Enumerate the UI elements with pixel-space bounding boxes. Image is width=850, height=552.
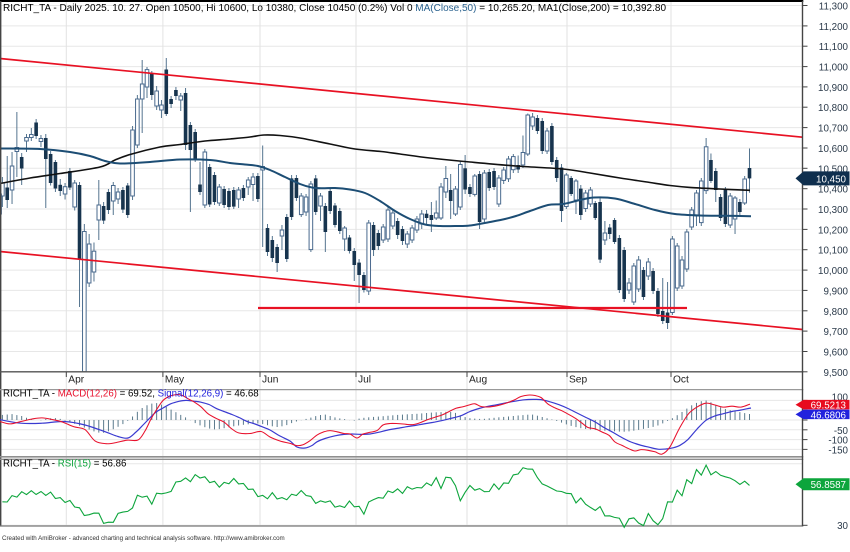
svg-text:Jun: Jun <box>262 375 278 386</box>
svg-text:Oct: Oct <box>673 375 689 386</box>
svg-text:11,000: 11,000 <box>819 63 849 74</box>
svg-text:10,500: 10,500 <box>818 164 849 175</box>
svg-text:Jul: Jul <box>358 375 371 386</box>
svg-text:11,300: 11,300 <box>819 2 849 13</box>
svg-text:100: 100 <box>832 393 849 404</box>
svg-text:Aug: Aug <box>469 375 487 386</box>
svg-text:-50: -50 <box>834 426 849 437</box>
svg-text:10,000: 10,000 <box>818 266 849 277</box>
svg-text:10,100: 10,100 <box>818 246 849 257</box>
svg-text:9,600: 9,600 <box>823 348 848 359</box>
svg-text:69.5213: 69.5213 <box>811 401 847 412</box>
svg-text:-100: -100 <box>828 436 848 447</box>
svg-text:Apr: Apr <box>68 375 84 386</box>
svg-text:10,600: 10,600 <box>818 144 849 155</box>
svg-text:RICHT_TA - MACD(12,26) = 69.52: RICHT_TA - MACD(12,26) = 69.52, Signal(1… <box>3 389 259 400</box>
svg-text:10,450: 10,450 <box>816 174 847 185</box>
svg-text:10,400: 10,400 <box>818 185 849 196</box>
svg-text:RICHT_TA - Daily 2025. 10. 27.: RICHT_TA - Daily 2025. 10. 27. Open 1050… <box>3 3 666 14</box>
svg-text:56.8587: 56.8587 <box>811 480 846 491</box>
svg-text:May: May <box>165 375 185 386</box>
svg-text:10,900: 10,900 <box>818 83 849 94</box>
svg-text:30: 30 <box>837 521 848 532</box>
svg-text:46.6806: 46.6806 <box>811 410 847 421</box>
svg-text:10,300: 10,300 <box>818 205 849 216</box>
svg-text:9,900: 9,900 <box>823 286 848 297</box>
svg-text:11,100: 11,100 <box>819 42 849 53</box>
svg-text:9,700: 9,700 <box>823 327 848 338</box>
svg-text:9,800: 9,800 <box>823 307 848 318</box>
svg-text:Created with AmiBroker - advan: Created with AmiBroker - advanced charti… <box>2 535 285 542</box>
svg-text:10,200: 10,200 <box>818 225 849 236</box>
svg-text:9,500: 9,500 <box>823 368 848 379</box>
svg-text:10,800: 10,800 <box>818 103 849 114</box>
svg-text:Sep: Sep <box>569 375 587 386</box>
svg-text:RICHT_TA - RSI(15) = 56.86: RICHT_TA - RSI(15) = 56.86 <box>3 459 126 470</box>
svg-text:10,700: 10,700 <box>818 124 849 135</box>
svg-text:-150: -150 <box>828 445 848 456</box>
svg-text:11,200: 11,200 <box>819 22 849 33</box>
